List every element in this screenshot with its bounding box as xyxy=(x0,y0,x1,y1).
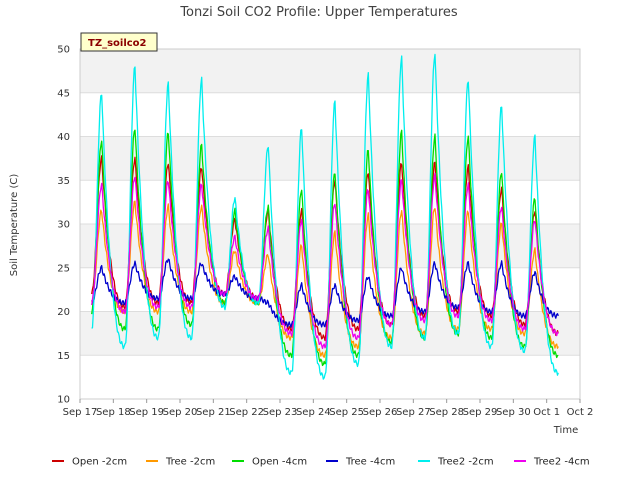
plot-band xyxy=(80,49,580,93)
series-lines xyxy=(91,53,559,380)
plot-band xyxy=(80,136,580,181)
site-badge: TZ_soilco2 xyxy=(80,32,158,52)
x-tick-label: Sep 17 xyxy=(63,407,98,418)
x-tick-label: Sep 20 xyxy=(163,407,198,418)
plot-band xyxy=(80,355,580,399)
legend-label: Tree2 -2cm xyxy=(437,457,494,468)
plot-band xyxy=(80,311,580,356)
x-tick-label: Sep 30 xyxy=(496,407,531,418)
series-line xyxy=(91,155,559,342)
y-tick-label: 25 xyxy=(57,263,70,274)
x-tick-label: Sep 19 xyxy=(129,407,164,418)
legend-label: Tree -4cm xyxy=(345,457,395,468)
legend-label: Open -4cm xyxy=(252,457,307,468)
y-tick-label: 20 xyxy=(57,307,70,318)
x-tick-label: Sep 25 xyxy=(329,407,364,418)
y-tick-label: 45 xyxy=(57,88,70,99)
y-tick-label: 50 xyxy=(57,45,70,56)
x-tick-label: Sep 24 xyxy=(296,407,331,418)
chart-title: Tonzi Soil CO2 Profile: Upper Temperatur… xyxy=(179,5,458,20)
legend-label: Tree -2cm xyxy=(165,457,215,468)
plot-band xyxy=(80,92,580,137)
y-axis-label: Soil Temperature (C) xyxy=(9,174,20,277)
y-axis-ticks: 10 15 20 25 30 35 40 45 50 xyxy=(57,45,70,406)
x-tick-label: Sep 21 xyxy=(196,407,231,418)
x-tick-label: Oct 2 xyxy=(567,407,594,418)
site-badge-label: TZ_soilco2 xyxy=(88,38,147,49)
plot-frame xyxy=(79,48,581,400)
x-tick-label: Sep 29 xyxy=(463,407,498,418)
x-tick-label: Sep 27 xyxy=(396,407,431,418)
y-tick-label: 15 xyxy=(57,351,70,362)
x-axis-label: Time xyxy=(553,425,578,436)
series-line xyxy=(91,53,559,380)
x-tick-label: Oct 1 xyxy=(533,407,560,418)
x-tick-label: Sep 23 xyxy=(263,407,298,418)
legend: Open -2cm Tree -2cm Open -4cm Tree -4cm Tree… xyxy=(52,457,590,468)
series-line xyxy=(91,172,559,350)
x-tick-label: Sep 18 xyxy=(96,407,131,418)
y-tick-label: 10 xyxy=(57,395,70,406)
y-tick-label: 40 xyxy=(57,132,70,143)
x-tick-label: Sep 22 xyxy=(229,407,264,418)
y-tick-label: 30 xyxy=(57,220,70,231)
x-tick-label: Sep 28 xyxy=(429,407,464,418)
series-line xyxy=(91,200,559,358)
legend-label: Tree2 -4cm xyxy=(533,457,590,468)
y-tick-label: 35 xyxy=(57,176,70,187)
x-tick-label: Sep 26 xyxy=(363,407,398,418)
site-badge-box xyxy=(80,32,158,52)
legend-label: Open -2cm xyxy=(72,457,127,468)
